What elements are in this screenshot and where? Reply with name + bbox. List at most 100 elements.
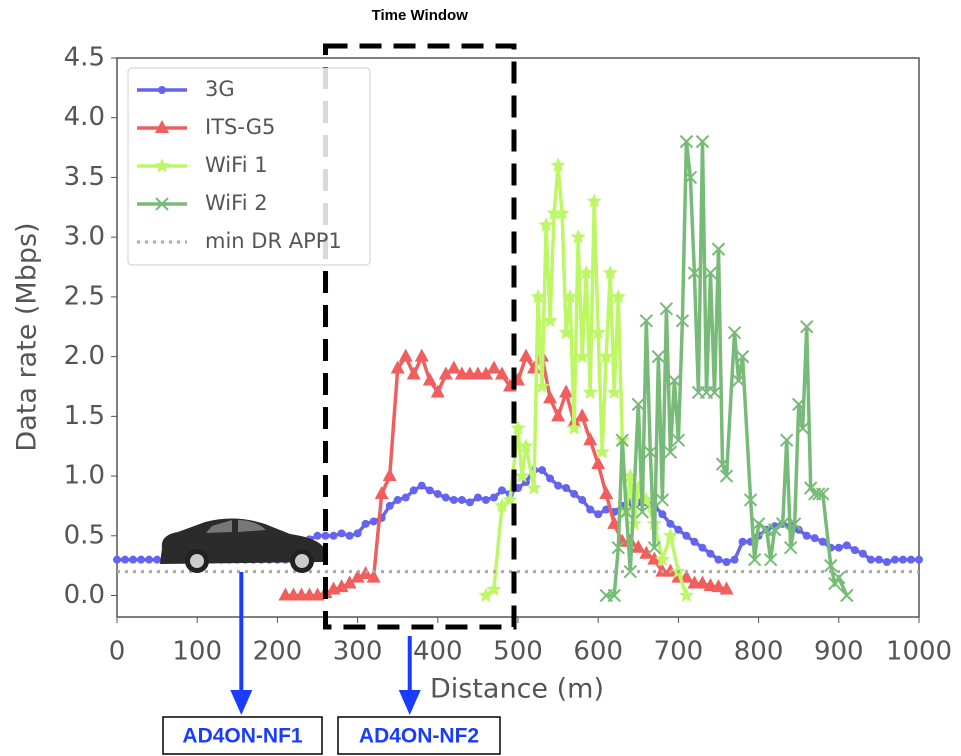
point: [643, 445, 658, 459]
legend: 3G ITS-G5 WiFi 1 WiFi 2 min DR APP1: [127, 67, 371, 266]
point: [518, 438, 534, 453]
point: [457, 495, 466, 504]
point: [850, 546, 859, 555]
time-window: [323, 43, 517, 630]
point: [345, 531, 354, 540]
point: [590, 324, 606, 340]
point: [401, 493, 410, 502]
point: [779, 433, 794, 447]
point: [599, 485, 614, 499]
point: [321, 531, 330, 540]
node-box: [162, 716, 323, 755]
point: [678, 587, 694, 602]
point: [586, 505, 595, 514]
point: [898, 555, 907, 564]
y-tick-label: 2.5: [64, 281, 105, 311]
point: [390, 360, 405, 374]
point: [430, 384, 445, 398]
point: [635, 505, 650, 519]
x-tick-label: 200: [253, 637, 303, 667]
point: [735, 349, 750, 364]
point: [818, 537, 827, 546]
point: [137, 555, 146, 564]
point: [449, 495, 458, 504]
point: [722, 558, 731, 567]
point: [409, 486, 418, 495]
legend-label: min DR APP1: [205, 229, 342, 253]
point: [534, 378, 550, 393]
point: [882, 558, 891, 567]
point: [763, 552, 778, 567]
point: [794, 525, 803, 534]
point: [554, 481, 563, 490]
point: [890, 555, 899, 564]
point: [687, 266, 702, 280]
point: [631, 397, 646, 412]
point: [583, 432, 598, 446]
point: [546, 205, 562, 220]
point: [659, 302, 674, 316]
point: [575, 408, 590, 422]
point: [810, 534, 819, 543]
point: [465, 498, 474, 507]
legend-marker: [154, 158, 170, 173]
point: [695, 134, 710, 149]
legend-marker: [158, 86, 166, 94]
point: [446, 360, 461, 374]
point: [329, 531, 338, 540]
point: [361, 519, 370, 528]
point: [385, 501, 394, 510]
point: [751, 517, 766, 531]
point: [690, 537, 699, 546]
point: [842, 541, 851, 550]
legend-box: [127, 67, 371, 266]
point: [519, 348, 534, 362]
point: [711, 242, 726, 256]
y-tick-label: 3.5: [64, 162, 105, 192]
point: [489, 493, 498, 502]
y-tick-label: 1.5: [64, 401, 105, 431]
point: [662, 527, 678, 543]
point: [570, 489, 579, 498]
point: [526, 480, 542, 495]
point: [598, 348, 614, 364]
x-tick-label: 100: [172, 637, 222, 667]
point: [433, 489, 442, 498]
y-tick-label: 0.0: [64, 580, 105, 610]
point: [730, 555, 739, 564]
point: [570, 229, 586, 244]
point: [783, 541, 798, 555]
car-icon: [160, 518, 324, 573]
point: [840, 588, 854, 603]
node-arrow-head: [230, 690, 253, 715]
point: [667, 373, 682, 388]
point: [674, 525, 683, 534]
point: [554, 205, 570, 220]
point: [497, 486, 506, 495]
point: [514, 468, 530, 483]
x-tick-label: 400: [413, 637, 463, 667]
point: [655, 493, 670, 507]
point: [353, 529, 362, 538]
point: [441, 493, 450, 502]
point: [551, 408, 566, 422]
point: [619, 505, 633, 519]
point: [566, 420, 582, 435]
point: [711, 579, 726, 593]
point: [731, 373, 746, 388]
point: [417, 481, 426, 490]
point: [478, 587, 494, 602]
point: [679, 569, 694, 583]
y-tick-label: 3.0: [64, 222, 105, 252]
x-axis-label: Distance (m): [430, 674, 604, 705]
point: [550, 157, 566, 172]
point: [425, 486, 434, 495]
point: [486, 360, 501, 374]
point: [382, 468, 397, 482]
point: [578, 265, 594, 280]
legend-marker: [155, 197, 169, 211]
point: [906, 555, 915, 564]
point: [481, 495, 490, 504]
point: [787, 517, 802, 531]
